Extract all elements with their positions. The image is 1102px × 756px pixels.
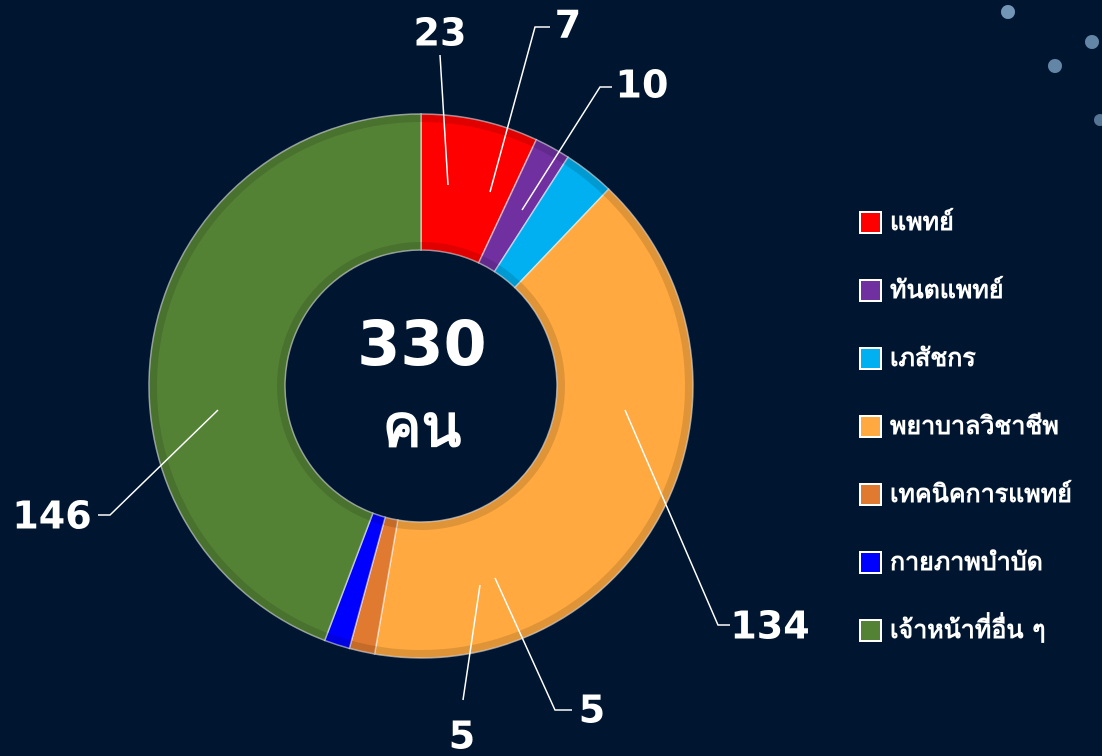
legend-swatch — [859, 415, 882, 438]
leader-line — [624, 409, 730, 626]
legend-label: เจ้าหน้าที่อื่น ๆ — [890, 612, 1046, 644]
leader-line — [98, 409, 219, 516]
legend-label: พยาบาลวิชาชีพ — [890, 411, 1059, 440]
decor-dot — [1085, 35, 1099, 49]
decor-dot — [1048, 59, 1062, 73]
data-label: 23 — [414, 11, 467, 55]
legend-label: ทันตแพทย์ — [890, 275, 1004, 304]
legend-label: เทคนิคการแพทย์ — [890, 479, 1072, 508]
legend-swatch — [859, 279, 882, 302]
leader-line — [521, 86, 612, 211]
legend-label: เภสัชกร — [890, 343, 976, 372]
donut-slice — [148, 113, 422, 642]
data-label: 7 — [555, 3, 581, 47]
legend-label: กายภาพบำบัด — [890, 547, 1043, 576]
legend-label: แพทย์ — [890, 207, 954, 236]
legend-swatch — [859, 619, 882, 642]
leader-line — [494, 577, 572, 711]
legend-swatch — [859, 211, 882, 234]
data-label: 5 — [579, 688, 605, 732]
data-label: 10 — [616, 63, 669, 107]
data-label: 146 — [12, 494, 91, 538]
donut-rim — [149, 114, 693, 658]
data-label: 134 — [730, 604, 809, 648]
legend-swatch — [859, 483, 882, 506]
donut-inner-rim — [277, 242, 565, 530]
decor-dot — [1094, 114, 1102, 126]
decor-dot — [1001, 5, 1015, 19]
leader-line — [439, 54, 449, 186]
data-label: 5 — [449, 714, 475, 756]
leader-line — [462, 584, 481, 701]
center-label: คน — [383, 392, 462, 460]
legend-swatch — [859, 551, 882, 574]
center-value: 330 — [357, 307, 486, 380]
donut-slice — [373, 188, 694, 659]
leader-line — [489, 26, 550, 193]
legend-swatch — [859, 347, 882, 370]
donut — [148, 113, 694, 659]
